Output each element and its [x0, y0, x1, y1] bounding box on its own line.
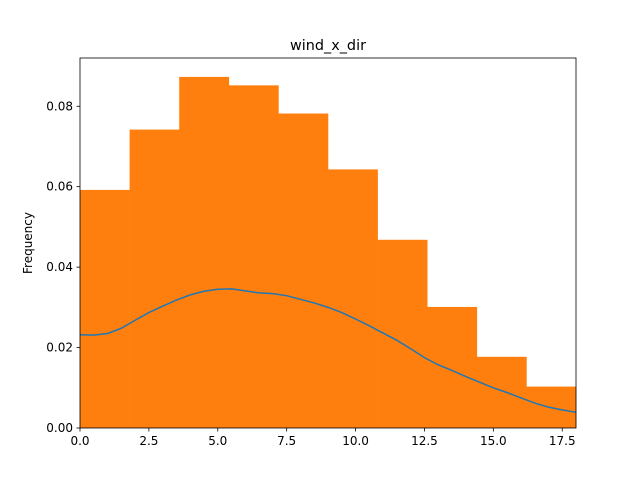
- y-tick-label: 0.06: [46, 180, 73, 194]
- plot-frame: [79, 57, 577, 429]
- y-tick-label: 0.04: [46, 260, 73, 274]
- x-tick-label: 2.5: [139, 434, 158, 448]
- histogram-bar: [278, 113, 329, 428]
- histogram-bar: [179, 76, 230, 429]
- histogram-bar: [427, 306, 478, 428]
- x-axis: 0.0 2.5 5.0 7.5 10.0 12.5 15.0 17.5: [70, 428, 576, 448]
- x-tick-label: 7.5: [277, 434, 296, 448]
- histogram-bar: [129, 129, 180, 428]
- density-line: [79, 288, 577, 414]
- x-tick-label: 10.0: [342, 434, 369, 448]
- x-tick-label: 0.0: [70, 434, 89, 448]
- x-tick-label: 17.5: [549, 434, 576, 448]
- y-tick-label: 0.02: [46, 341, 73, 355]
- density-curve-group: [79, 288, 577, 414]
- y-tick-label: 0.00: [46, 421, 73, 435]
- y-tick-label: 0.08: [46, 99, 73, 113]
- histogram-bars: [80, 76, 577, 429]
- y-axis-label: Frequency: [21, 212, 35, 274]
- histogram-bar: [80, 189, 130, 428]
- histogram-bar: [476, 356, 527, 428]
- x-tick-label: 12.5: [411, 434, 438, 448]
- x-tick-label: 5.0: [208, 434, 227, 448]
- x-tick-label: 15.0: [480, 434, 507, 448]
- y-axis: 0.00 0.02 0.04 0.06 0.08: [46, 99, 80, 435]
- histogram-bar: [328, 169, 378, 429]
- histogram-bar: [228, 85, 279, 428]
- chart-title: wind_x_dir: [290, 38, 366, 54]
